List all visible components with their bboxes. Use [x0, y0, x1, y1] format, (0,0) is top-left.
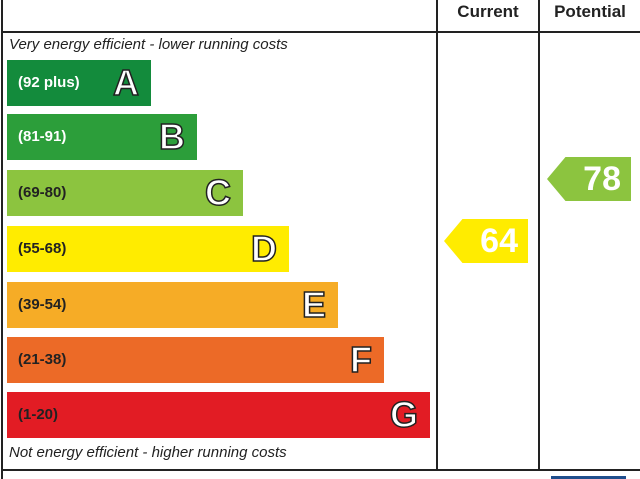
band-letter: E — [301, 283, 327, 326]
band-letter: G — [389, 393, 419, 436]
band-range: (81-91) — [18, 128, 67, 145]
band-range: (92 plus) — [18, 74, 80, 91]
band-bar-g: (1-20) G — [7, 392, 430, 438]
bottom-border — [1, 469, 640, 471]
bottom-note: Not energy efficient - higher running co… — [9, 444, 287, 461]
band-bar-a: (92 plus) A — [7, 60, 151, 106]
band-letter: A — [112, 61, 140, 104]
band-range: (39-54) — [18, 296, 67, 313]
current-rating-arrow: 64 — [444, 219, 528, 263]
band-range: (1-20) — [18, 406, 59, 423]
column-divider-potential — [538, 0, 540, 470]
band-bar-d: (55-68) D — [7, 226, 289, 272]
header-potential: Potential — [554, 2, 626, 21]
band-bar-b: (81-91) B — [7, 114, 197, 160]
current-rating-value: 64 — [480, 222, 518, 260]
header-divider — [1, 31, 640, 33]
band-range: (69-80) — [18, 184, 67, 201]
band-letter: C — [204, 171, 232, 214]
band-letter: D — [250, 227, 278, 270]
band-range: (55-68) — [18, 240, 67, 257]
band-bar-c: (69-80) C — [7, 170, 243, 216]
top-note: Very energy efficient - lower running co… — [9, 36, 288, 53]
band-letter: F — [349, 338, 373, 381]
header-current: Current — [457, 2, 519, 21]
band-letter: B — [158, 115, 186, 158]
band-bar-e: (39-54) E — [7, 282, 338, 328]
potential-rating-value: 78 — [583, 160, 621, 198]
column-divider-current — [436, 0, 438, 470]
band-bar-f: (21-38) F — [7, 337, 384, 383]
potential-rating-arrow: 78 — [547, 157, 631, 201]
band-range: (21-38) — [18, 351, 67, 368]
blue-tab — [551, 476, 626, 479]
border-left — [1, 0, 3, 479]
